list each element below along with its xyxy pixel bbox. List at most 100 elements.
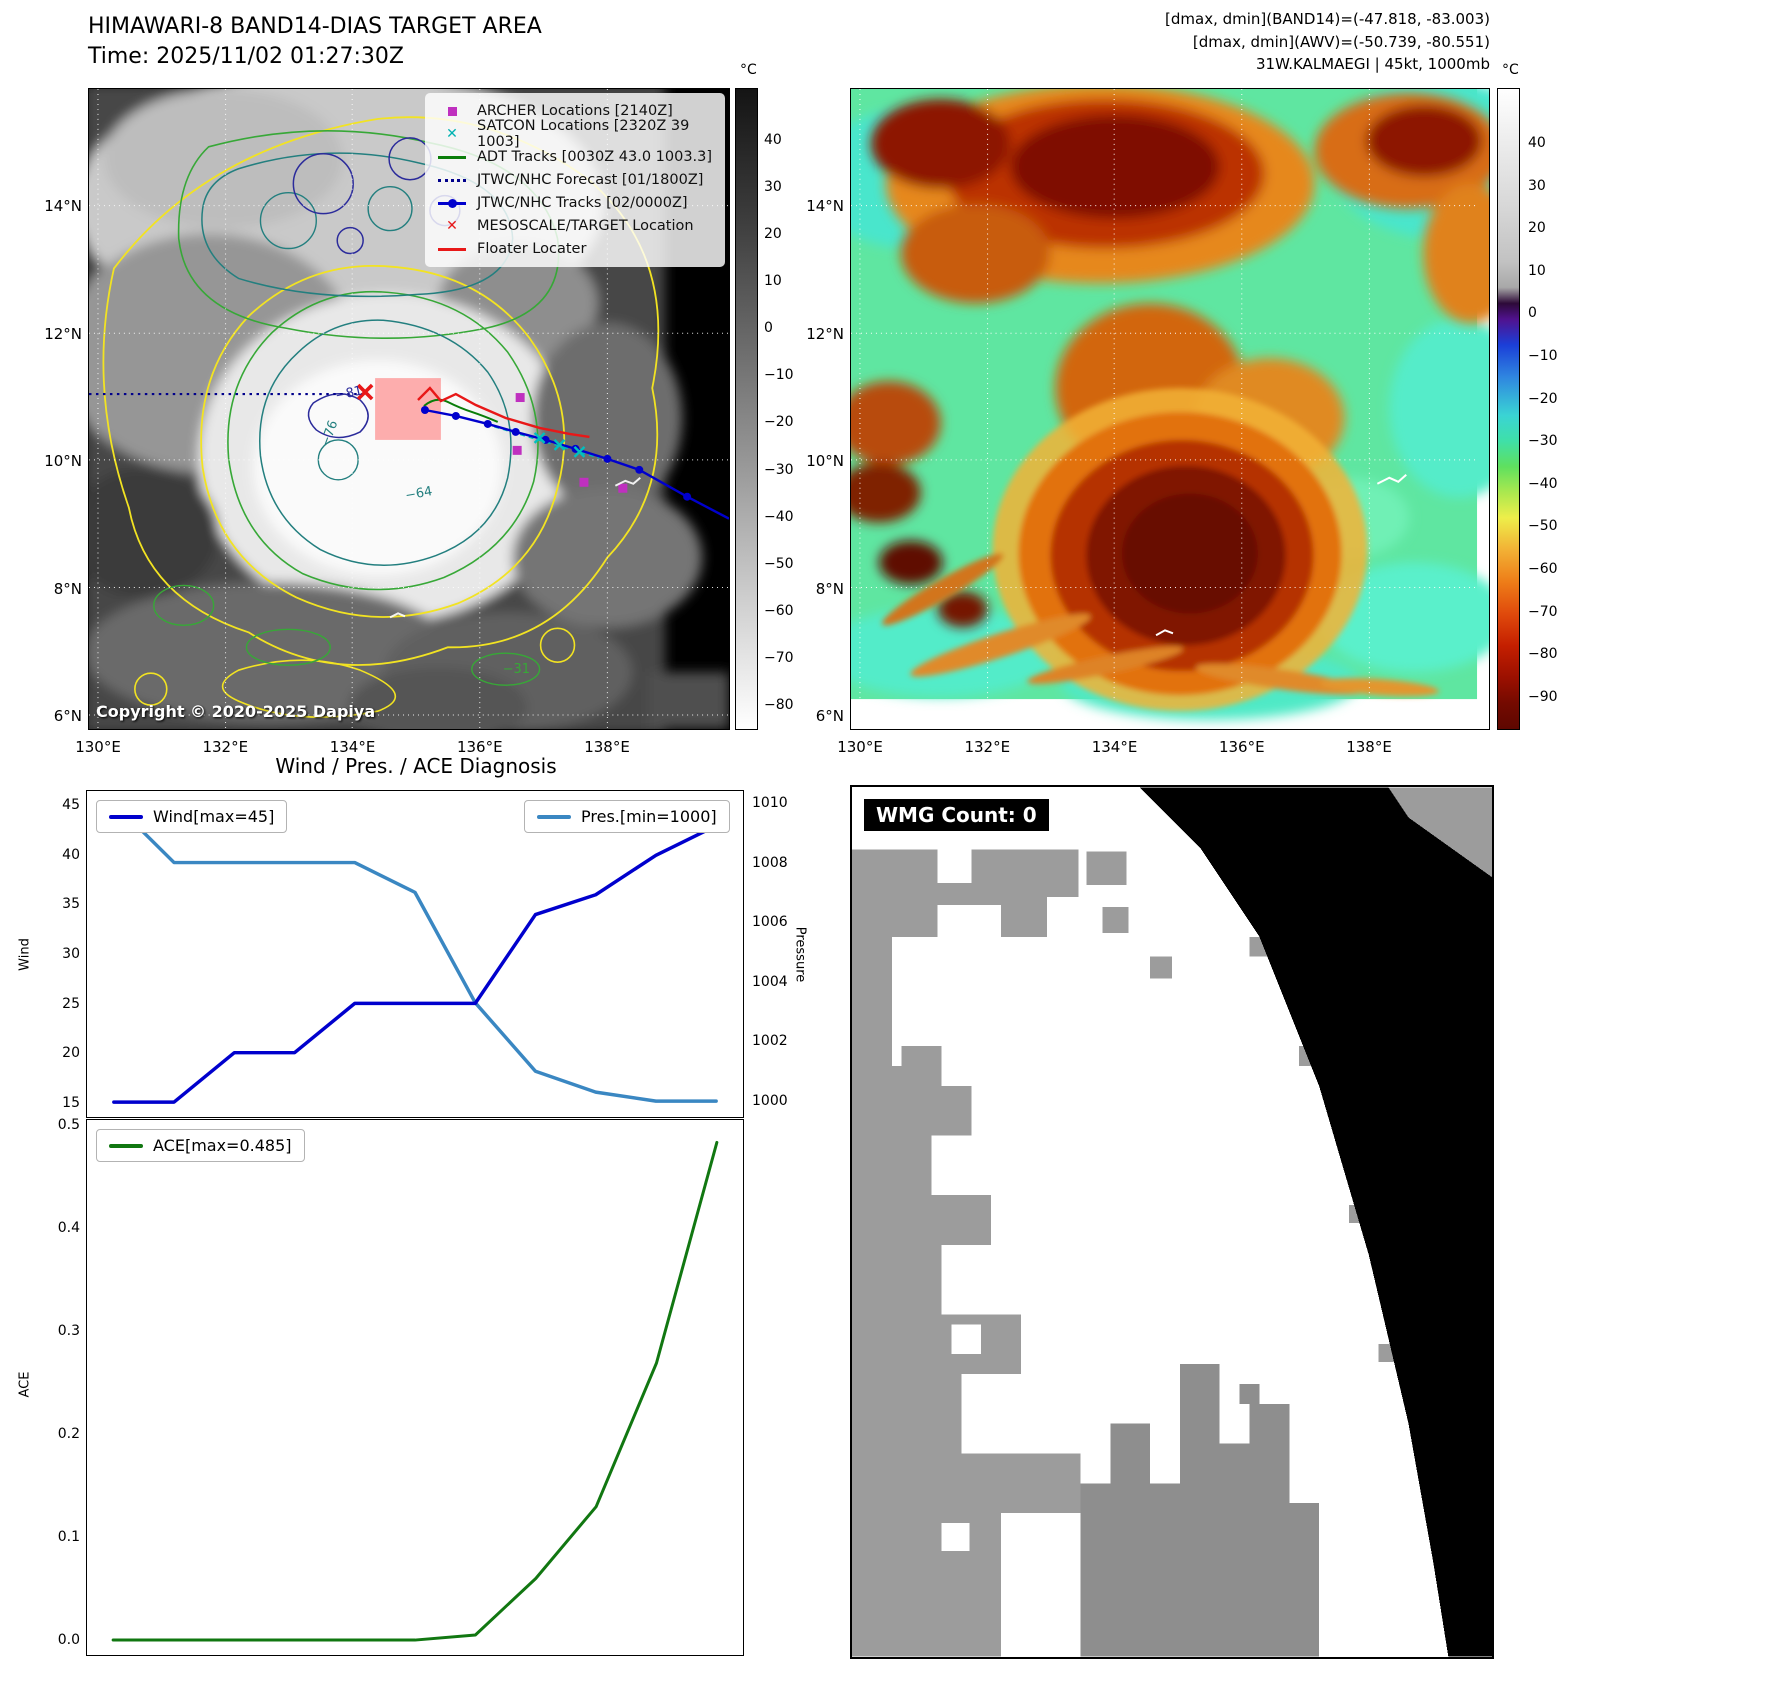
tick-label: 1000 xyxy=(752,1092,788,1109)
chart-line xyxy=(111,1140,719,1642)
ace-line-icon xyxy=(109,1143,143,1148)
svg-text:−81: −81 xyxy=(334,384,364,404)
ace-axis-label: ACE xyxy=(17,1371,33,1398)
tick-label: 130°E xyxy=(837,738,883,756)
map-legend: ARCHER Locations [2140Z] ✕ SATCON Locati… xyxy=(425,93,725,267)
legend-item-satcon: ✕ SATCON Locations [2320Z 39 1003] xyxy=(435,118,715,150)
legend-label: SATCON Locations [2320Z 39 1003] xyxy=(477,118,690,150)
tick-label: 6°N xyxy=(53,707,82,725)
satcon-x-icon: ✕ xyxy=(446,126,458,142)
archer-markers xyxy=(512,393,628,493)
band14-colorbar xyxy=(735,88,758,730)
tick-label: 12°N xyxy=(44,324,82,343)
cold-cloud-tops-core xyxy=(882,388,1440,712)
dmax-awv-text: [dmax, dmin](AWV)=(-50.739, -80.551) xyxy=(1192,32,1490,51)
tick-label: −70 xyxy=(1528,603,1558,620)
legend-label: Floater Locater xyxy=(477,241,587,257)
chart-line xyxy=(112,801,718,1103)
ace-chart xyxy=(86,1119,744,1656)
tick-label: 0 xyxy=(1528,305,1537,322)
tick-label: 10 xyxy=(764,273,782,290)
tick-label: −40 xyxy=(764,508,794,525)
tick-label: 8°N xyxy=(815,579,844,598)
mesoscale-target-box xyxy=(375,378,441,440)
wind-yticks: 45 40 35 30 25 20 15 xyxy=(30,796,80,1112)
archer-square-icon xyxy=(435,106,469,116)
tick-label: 30 xyxy=(764,179,782,196)
tick-label: 20 xyxy=(62,1045,80,1062)
tick-label: −30 xyxy=(1528,433,1558,450)
tick-label: 0 xyxy=(764,320,773,337)
wind-axis-label: Wind xyxy=(17,938,33,971)
tick-label: −50 xyxy=(764,555,794,572)
legend-item-mesoscale: ✕ MESOSCALE/TARGET Location xyxy=(435,216,715,236)
tick-label: 0.5 xyxy=(57,1117,80,1133)
tick-label: −30 xyxy=(764,461,794,478)
colorbar-unit: °C xyxy=(740,62,757,78)
wmg-count-badge: WMG Count: 0 xyxy=(864,799,1049,831)
pres-legend-label: Pres.[min=1000] xyxy=(581,807,717,826)
right-colorbar-ticks: 40 30 20 10 0 −10 −20 −30 −40 −50 −60 −70 −80 −90 xyxy=(1528,134,1568,706)
tick-label: 40 xyxy=(1528,135,1546,151)
legend-item-floater: Floater Locater xyxy=(435,239,715,259)
tick-label: 15 xyxy=(62,1094,80,1111)
tick-label: 0.2 xyxy=(57,1426,80,1442)
wmg-black-band xyxy=(1140,787,1492,1657)
latlon-grid xyxy=(851,89,1478,700)
tick-label: 1008 xyxy=(752,854,788,871)
pres-yticks: 1010 1008 1006 1004 1002 1000 xyxy=(752,794,802,1110)
pressure-axis-label: Pressure xyxy=(792,926,808,983)
tick-label: −10 xyxy=(764,367,794,384)
mesoscale-target-icon xyxy=(356,383,374,401)
tick-label: 138°E xyxy=(584,738,630,756)
right-map-xticks: 130°E 132°E 134°E 136°E 138°E xyxy=(829,738,1400,756)
contour-value-labels: −81 −76 −64 −31 xyxy=(318,384,530,678)
tick-label: 1004 xyxy=(752,973,788,990)
tick-label: 130°E xyxy=(75,738,121,756)
legend-item-archer: ARCHER Locations [2140Z] xyxy=(435,101,715,121)
tick-label: 14°N xyxy=(806,197,844,215)
legend-label: ARCHER Locations [2140Z] xyxy=(477,103,673,119)
tick-label: 14°N xyxy=(44,197,82,215)
tick-label: −80 xyxy=(1528,646,1558,663)
right-map-yticks: 14°N 12°N 10°N 8°N 6°N xyxy=(792,197,844,725)
tick-label: 138°E xyxy=(1346,738,1392,756)
tick-label: −50 xyxy=(1528,518,1558,535)
adt-track-line xyxy=(423,398,499,423)
legend-label: ADT Tracks [0030Z 43.0 1003.3] xyxy=(477,149,713,165)
legend-item-adt: ADT Tracks [0030Z 43.0 1003.3] xyxy=(435,147,715,167)
colorbar-unit: °C xyxy=(1502,62,1519,78)
tick-label: 1006 xyxy=(752,914,788,931)
legend-item-forecast: JTWC/NHC Forecast [01/1800Z] xyxy=(435,170,715,190)
coastlines xyxy=(389,477,641,619)
tick-label: 136°E xyxy=(456,738,503,756)
legend-label: JTWC/NHC Forecast [01/1800Z] xyxy=(477,172,704,188)
tick-label: 25 xyxy=(62,995,80,1012)
ace-legend: ACE[max=0.485] xyxy=(96,1129,305,1162)
tick-label: 0.0 xyxy=(57,1632,80,1648)
tick-label: 35 xyxy=(62,896,80,913)
left-map-xticks: 130°E 132°E 134°E 136°E 138°E xyxy=(67,738,638,756)
forecast-dotted-line-icon xyxy=(435,178,469,182)
tick-label: 30 xyxy=(1528,177,1546,194)
satcon-markers xyxy=(533,432,586,458)
storm-id-text: 31W.KALMAEGI | 45kt, 1000mb xyxy=(1256,55,1490,73)
tick-label: 1002 xyxy=(752,1033,788,1050)
tick-label: −60 xyxy=(1528,561,1558,578)
tick-label: 12°N xyxy=(806,324,844,343)
tick-label: 10°N xyxy=(44,452,82,470)
ace-legend-label: ACE[max=0.485] xyxy=(153,1136,292,1155)
tick-label: −40 xyxy=(1528,475,1558,492)
tick-label: 6°N xyxy=(815,707,844,725)
left-colorbar-ticks: 40 30 20 10 0 −10 −20 −30 −40 −50 −60 −70 −80 xyxy=(764,131,804,714)
wmg-mask-image xyxy=(850,785,1494,1659)
legend-label: MESOSCALE/TARGET Location xyxy=(477,218,694,234)
legend-label: JTWC/NHC Tracks [02/0000Z] xyxy=(477,195,688,211)
adt-line-icon xyxy=(435,155,469,159)
dmax-band14-text: [dmax, dmin](BAND14)=(-47.818, -83.003) xyxy=(1165,10,1490,28)
tick-label: 30 xyxy=(62,945,80,962)
tick-label: −20 xyxy=(764,414,794,431)
timestamp: Time: 2025/11/02 01:27:30Z xyxy=(88,44,404,69)
tick-label: 136°E xyxy=(1218,738,1265,756)
